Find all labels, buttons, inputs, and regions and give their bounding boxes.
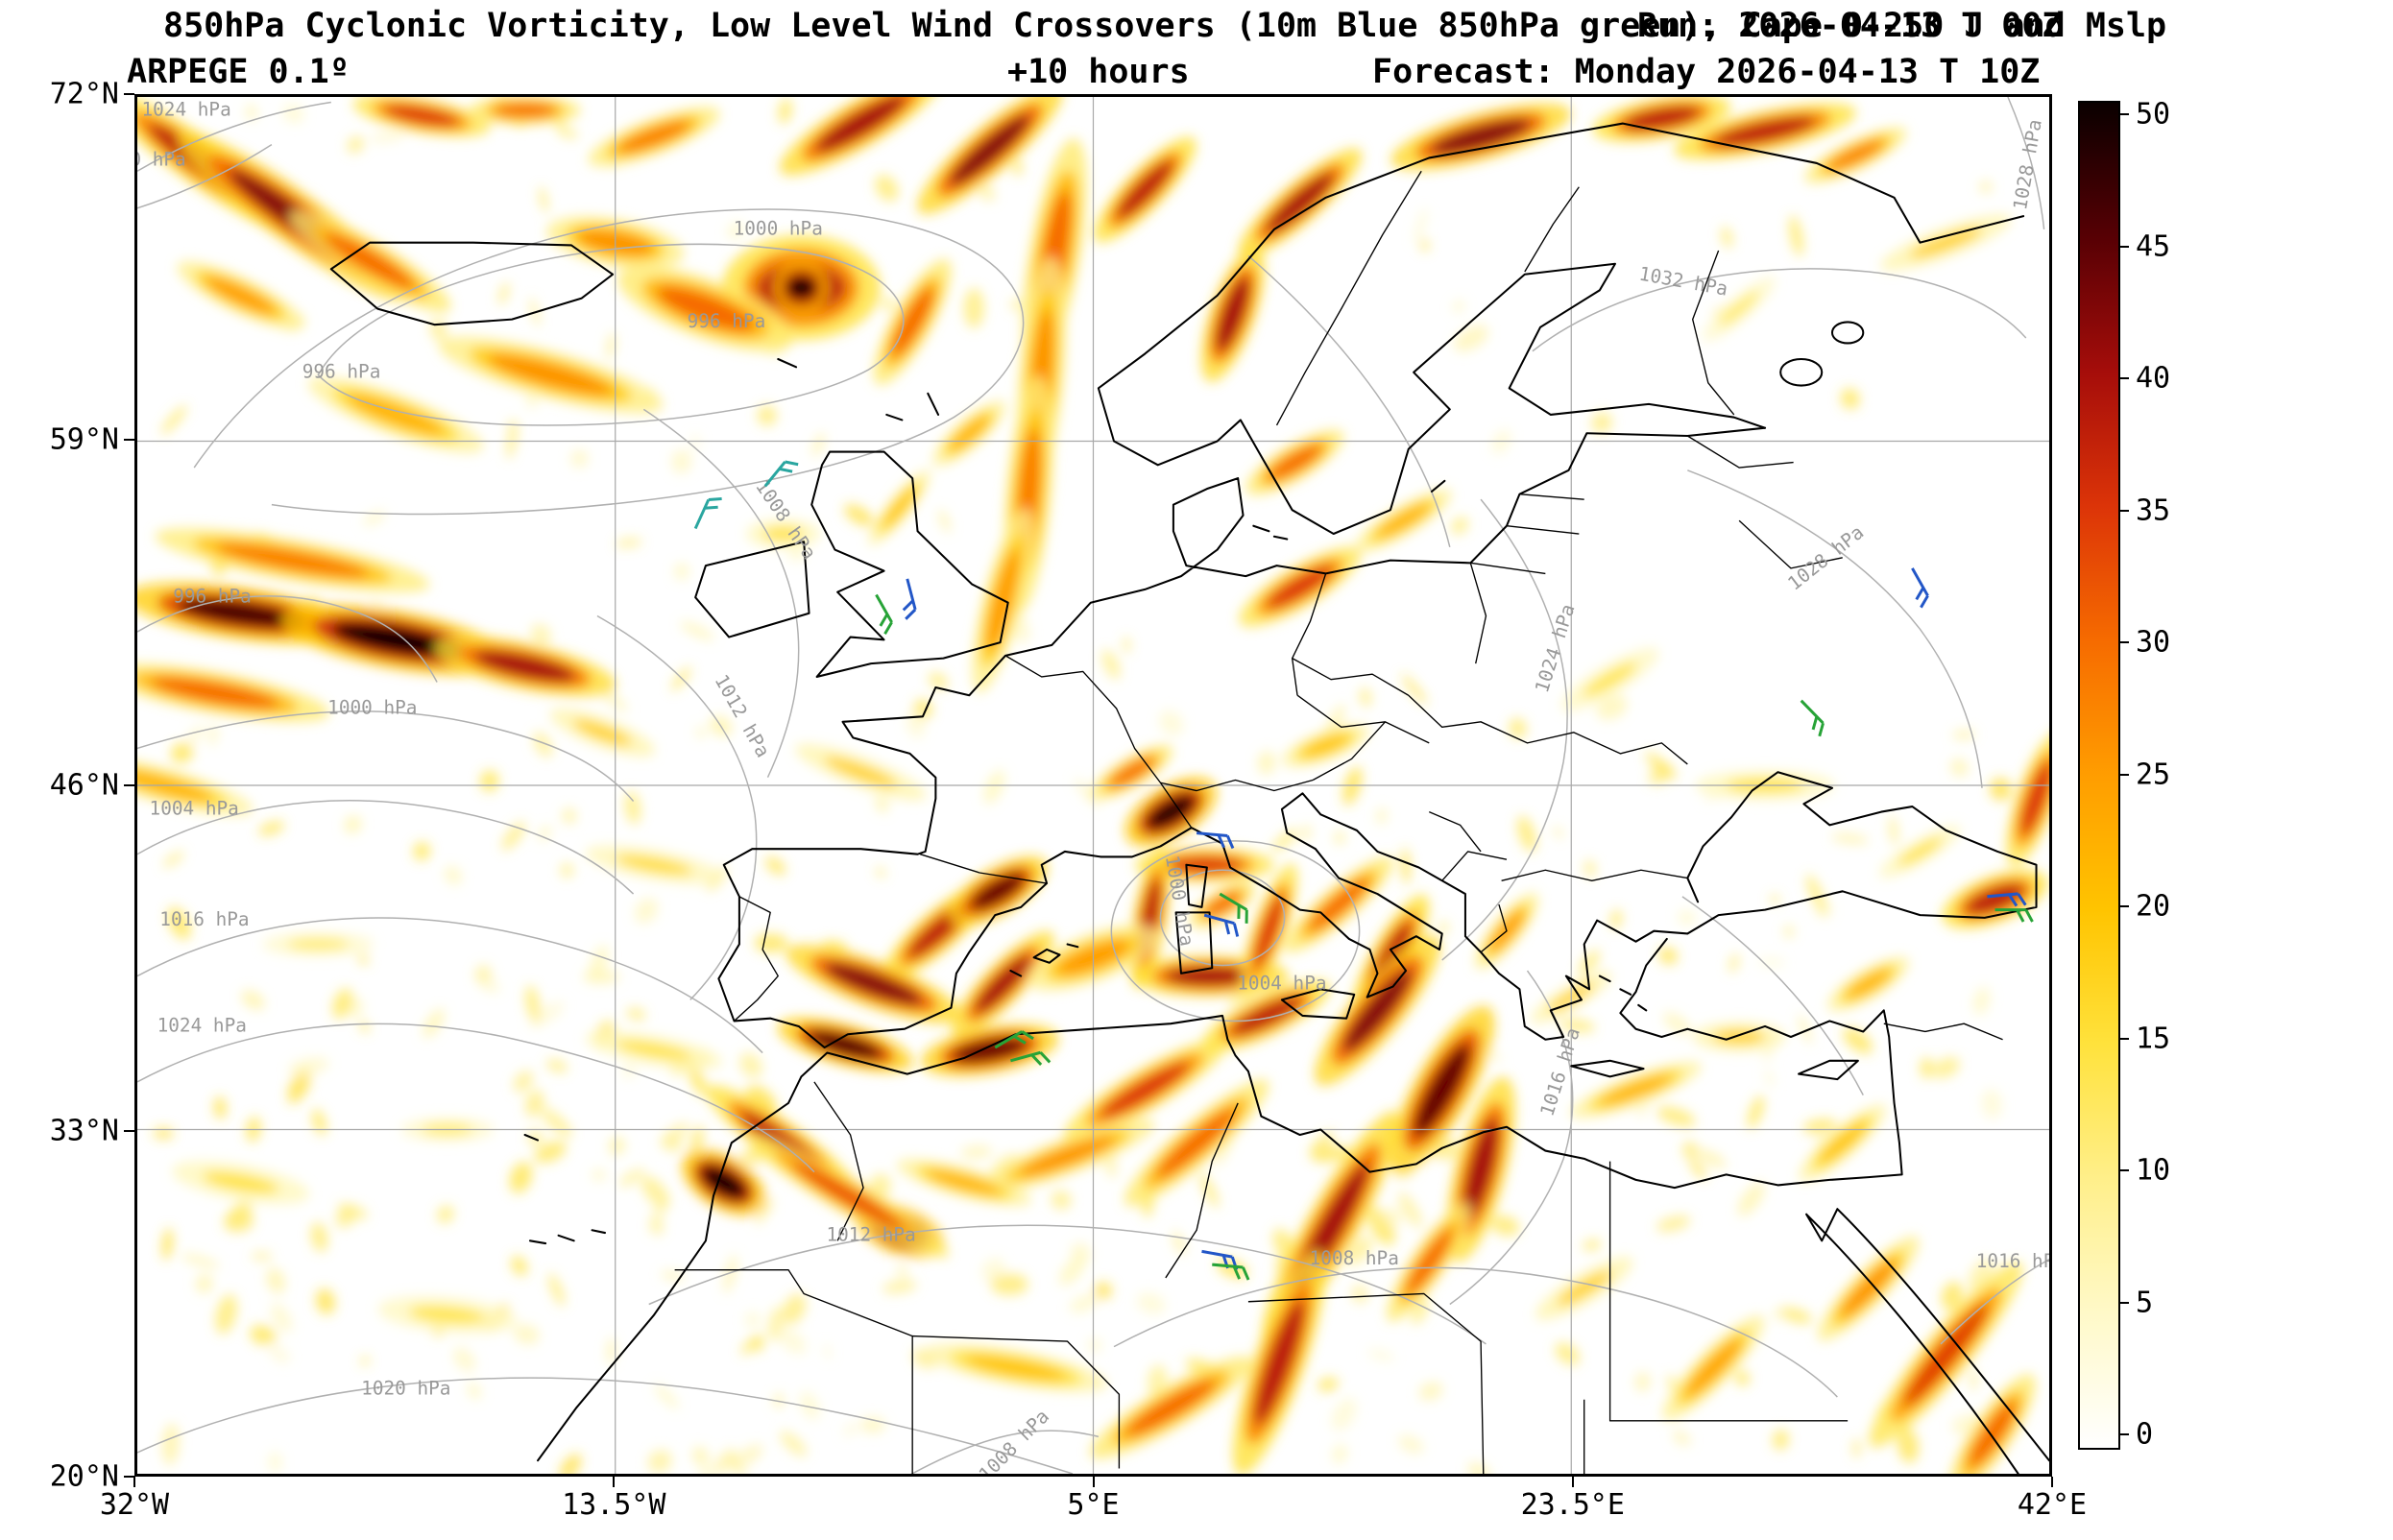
isobar-label: 1008 hPa xyxy=(1310,1247,1399,1269)
colorbar-tick xyxy=(2120,1169,2129,1171)
colorbar-tick xyxy=(2120,113,2129,115)
colorbar-tick xyxy=(2120,245,2129,248)
isobar-label: 996 hPa xyxy=(688,310,766,332)
isobar-label: 1020 hPa xyxy=(361,1377,450,1399)
y-axis-tick xyxy=(124,439,134,441)
wind-barb-icon xyxy=(1212,1263,1250,1281)
x-axis-tick xyxy=(613,1477,616,1487)
x-axis-tick xyxy=(2051,1477,2053,1487)
wind-barb-icon xyxy=(1203,913,1240,937)
isobar-label: 1016 hPa xyxy=(1976,1250,2049,1272)
page-title: 850hPa Cyclonic Vorticity, Low Level Win… xyxy=(163,7,2167,45)
isobar-label: 1024 hPa xyxy=(157,1014,247,1036)
y-axis-tick xyxy=(124,1476,134,1478)
coastline-layer xyxy=(329,122,2049,1474)
lead-time-label: +10 hours xyxy=(1007,53,1190,91)
isobar-label: 1000 hPa xyxy=(327,696,417,718)
isobar-label: 1000 hPa xyxy=(734,217,823,239)
map-svg: 1024 hPa 0 hPa 1000 hPa 996 hPa 996 hPa 1028 … xyxy=(137,97,2049,1474)
y-axis-tick xyxy=(124,93,134,95)
isobar-label: 1008 hPa xyxy=(751,475,820,564)
x-axis-tick-label: 42°E xyxy=(2017,1488,2088,1522)
y-axis-tick-label: 59°N xyxy=(49,422,119,457)
isobar-label: 1032 hPa xyxy=(1637,262,1729,301)
y-axis-tick xyxy=(124,1130,134,1132)
isobar-label: 1028 hPa xyxy=(1784,521,1868,595)
border-layer xyxy=(674,170,2003,1474)
x-axis-tick xyxy=(1092,1477,1095,1487)
wind-barb-icon xyxy=(1010,1050,1051,1066)
isobar-label: 1012 hPa xyxy=(826,1223,915,1245)
wind-barb-icon xyxy=(1994,908,2034,923)
isobar-label: 1024 hPa xyxy=(141,98,230,120)
colorbar-tick-label: 0 xyxy=(2136,1417,2154,1452)
colorbar-tick-label: 20 xyxy=(2136,889,2171,924)
x-axis-tick-label: 32°W xyxy=(99,1488,170,1522)
colorbar-tick-label: 25 xyxy=(2136,758,2171,791)
colorbar-tick xyxy=(2120,509,2129,512)
x-axis-tick-label: 5°E xyxy=(1067,1488,1120,1522)
wind-barb-icon xyxy=(994,1030,1034,1049)
colorbar-tick-label: 5 xyxy=(2136,1286,2154,1319)
forecast-label: Forecast: Monday 2026-04-13 T 10Z xyxy=(1372,53,2041,91)
isobar-label: 0 hPa xyxy=(137,148,186,170)
isobar-label: 1012 hPa xyxy=(711,671,774,761)
colorbar-tick-label: 50 xyxy=(2136,97,2171,132)
isobar-label: 1024 hPa xyxy=(1531,601,1579,695)
wind-barb-icon xyxy=(1800,699,1825,737)
x-axis-tick-label: 23.5°E xyxy=(1520,1488,1625,1522)
isobar-label: 1004 hPa xyxy=(1237,972,1326,994)
colorbar-tick-label: 10 xyxy=(2136,1153,2171,1188)
isobar-label: 996 hPa xyxy=(173,585,252,607)
colorbar-tick-label: 40 xyxy=(2136,361,2171,396)
wind-barb-icon xyxy=(1987,892,2027,907)
isobar-label: 1028 hPa xyxy=(2009,117,2046,211)
colorbar-tick xyxy=(2120,1433,2129,1435)
model-label: ARPEGE 0.1º xyxy=(127,53,350,91)
wind-barb-icon xyxy=(693,496,722,530)
colorbar-tick xyxy=(2120,641,2129,643)
wind-barb-icon xyxy=(875,593,893,636)
colorbar xyxy=(2078,101,2120,1450)
map-plot-area: 1024 hPa 0 hPa 1000 hPa 996 hPa 996 hPa 1028 … xyxy=(134,94,2052,1477)
colorbar-tick-label: 35 xyxy=(2136,493,2171,527)
y-axis-tick-label: 46°N xyxy=(49,768,119,803)
y-axis-tick-label: 33°N xyxy=(49,1114,119,1148)
y-axis-tick xyxy=(124,784,134,786)
isobar-label: 1016 hPa xyxy=(159,908,249,930)
colorbar-tick xyxy=(2120,773,2129,776)
wind-barb-icon xyxy=(1196,831,1235,850)
x-axis-tick xyxy=(133,1477,135,1487)
y-axis-tick-label: 20°N xyxy=(49,1459,119,1494)
colorbar-tick-label: 30 xyxy=(2136,625,2171,660)
colorbar-tick xyxy=(2120,905,2129,907)
wind-barb-icon xyxy=(902,578,917,620)
colorbar-tick-label: 45 xyxy=(2136,229,2171,263)
isobar-label: 1004 hPa xyxy=(150,797,239,819)
grid-layer xyxy=(137,97,2049,1474)
colorbar-tick xyxy=(2120,377,2129,379)
x-axis-tick-label: 13.5°W xyxy=(562,1488,666,1522)
colorbar-tick xyxy=(2120,1301,2129,1304)
colorbar-tick xyxy=(2120,1037,2129,1040)
colorbar-tick-label: 15 xyxy=(2136,1022,2171,1055)
run-label: Run: 2026-04-13 T 00Z xyxy=(1637,7,2063,45)
wind-barb-icon xyxy=(1219,892,1248,924)
vorticity-layer xyxy=(137,97,2049,1474)
wind-barb-layer xyxy=(693,460,2034,1281)
wind-barb-icon xyxy=(1911,567,1929,609)
isobar-layer xyxy=(137,97,2049,1474)
wind-barb-icon xyxy=(763,460,799,488)
x-axis-tick xyxy=(1571,1477,1574,1487)
y-axis-tick-label: 72°N xyxy=(49,77,119,111)
isobar-label: 996 hPa xyxy=(302,360,381,382)
